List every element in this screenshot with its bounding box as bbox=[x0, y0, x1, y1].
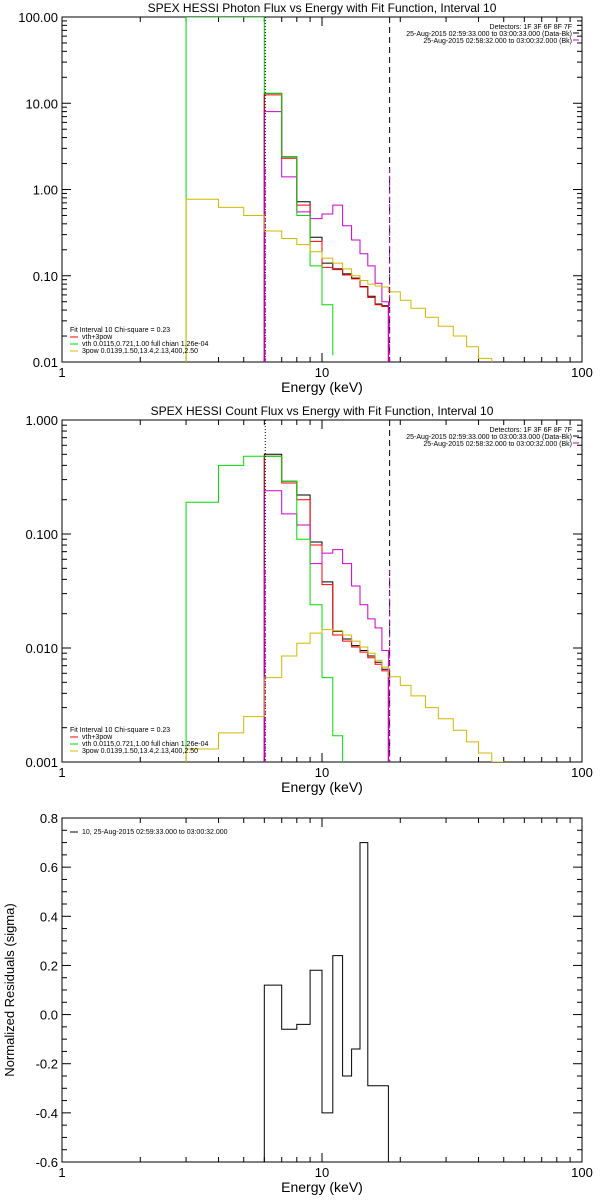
legend-entry: Fit Interval 10 Chi-square = 0.23 bbox=[70, 727, 170, 734]
x-tick-label: 100 bbox=[571, 365, 593, 380]
legend-entry: vth 0.0115,0.721,1.00 full chian 1.26e-0… bbox=[82, 341, 208, 348]
y-tick-label: 0.01 bbox=[33, 355, 58, 370]
chart-panel-2: 1 10 100 0.001 0.010 0.100 1.000 SPEX HESSI Cou… bbox=[25, 404, 592, 795]
series-line-3 bbox=[263, 111, 389, 362]
y-tick-label: 1.00 bbox=[33, 183, 58, 198]
x-tick-label: 100 bbox=[571, 765, 593, 780]
x-axis-ticks bbox=[61, 420, 571, 762]
legend-entry: vth+3pow bbox=[82, 734, 113, 741]
info-line: 25-Aug-2015 02:58:32.000 to 03:00:32.000… bbox=[423, 441, 572, 448]
x-tick-label: 10 bbox=[315, 765, 329, 780]
plot-frame bbox=[61, 419, 583, 763]
y-tick-label: 0.6 bbox=[40, 860, 58, 875]
series-line-5 bbox=[185, 198, 493, 362]
x-axis-ticks bbox=[61, 17, 571, 362]
y-tick-label: 0.010 bbox=[25, 641, 58, 656]
x-tick-label: 1 bbox=[58, 365, 65, 380]
y-axis-ticks bbox=[62, 424, 582, 763]
y-tick-label: -0.4 bbox=[36, 1106, 58, 1121]
y-tick-label: 100.00 bbox=[18, 10, 58, 25]
info-line: Detectors: 1F 3F 6F 8F 7F bbox=[490, 427, 572, 434]
series-line-1 bbox=[263, 842, 389, 1162]
chart-title: SPEX HESSI Count Flux vs Energy with Fit… bbox=[151, 404, 494, 418]
legend-entry: vth 0.0115,0.721,1.00 full chian 1.26e-0… bbox=[82, 741, 208, 748]
series-line-1 bbox=[263, 92, 389, 362]
y-tick-label: 0.0 bbox=[40, 1008, 58, 1023]
series-group bbox=[263, 842, 389, 1162]
series-line-4 bbox=[185, 455, 344, 762]
y-axis-ticks bbox=[62, 20, 582, 363]
legend-entry: 10, 25-Aug-2015 02:59:33.000 to 03:00:32… bbox=[82, 829, 228, 836]
x-tick-label: 1 bbox=[58, 765, 65, 780]
y-tick-label: 0.001 bbox=[25, 755, 58, 770]
info-line: Detectors: 1F 3F 6F 8F 7F bbox=[490, 24, 572, 31]
x-axis-label: Energy (keV) bbox=[281, 379, 363, 395]
chart-title: SPEX HESSI Photon Flux vs Energy with Fi… bbox=[148, 1, 497, 15]
x-axis-ticks bbox=[61, 818, 571, 1162]
legend-entry: vth+3pow bbox=[82, 334, 113, 341]
x-tick-label: 10 bbox=[315, 1165, 329, 1180]
y-tick-label: -0.2 bbox=[36, 1057, 58, 1072]
info-line: 25-Aug-2015 02:59:33.000 to 03:00:33.000… bbox=[406, 434, 572, 441]
info-line: 25-Aug-2015 02:58:32.000 to 03:00:32.000… bbox=[423, 38, 572, 45]
y-axis-label: Normalized Residuals (sigma) bbox=[2, 903, 17, 1076]
y-tick-label: 0.8 bbox=[40, 811, 58, 826]
plot-frame bbox=[61, 16, 583, 363]
y-tick-label: -0.6 bbox=[36, 1155, 58, 1170]
series-group bbox=[185, 453, 505, 762]
series-line-2 bbox=[263, 455, 389, 762]
series-line-4 bbox=[185, 17, 334, 362]
series-line-1 bbox=[263, 453, 389, 762]
y-tick-label: 0.2 bbox=[40, 958, 58, 973]
y-tick-label: 10.00 bbox=[25, 96, 58, 111]
y-tick-label: 1.000 bbox=[25, 413, 58, 428]
series-line-5 bbox=[185, 629, 505, 762]
series-line-3 bbox=[263, 490, 389, 762]
legend-entry: Fit Interval 10 Chi-square = 0.23 bbox=[70, 327, 170, 334]
y-tick-label: 0.4 bbox=[40, 909, 58, 924]
info-line: 25-Aug-2015 02:59:33.000 to 03:00:33.000… bbox=[406, 31, 572, 38]
y-tick-label: 0.100 bbox=[25, 527, 58, 542]
legend-entry: 3pow 0.0139,1.50,13.4,2.13,400,2.50 bbox=[82, 348, 198, 355]
y-axis-ticks bbox=[62, 817, 582, 1163]
x-axis-label: Energy (keV) bbox=[281, 1179, 363, 1195]
chart-panel-1: 1 10 100 0.01 0.10 1.00 10.00 100.00 SPEX HESSI … bbox=[18, 1, 593, 395]
legend-entry: 3pow 0.0139,1.50,13.4,2.13,400,2.50 bbox=[82, 748, 198, 755]
series-group bbox=[185, 17, 493, 362]
x-tick-label: 100 bbox=[571, 1165, 593, 1180]
y-tick-label: 0.10 bbox=[33, 269, 58, 284]
x-axis-label: Energy (keV) bbox=[281, 779, 363, 795]
x-tick-label: 1 bbox=[58, 1165, 65, 1180]
chart-panel-3: 1 10 100 -0.6 -0.4 -0.2 0.0 0.2 0.4 0.6 0.8 Energy … bbox=[2, 811, 593, 1195]
series-line-2 bbox=[263, 94, 389, 362]
x-tick-label: 10 bbox=[315, 365, 329, 380]
